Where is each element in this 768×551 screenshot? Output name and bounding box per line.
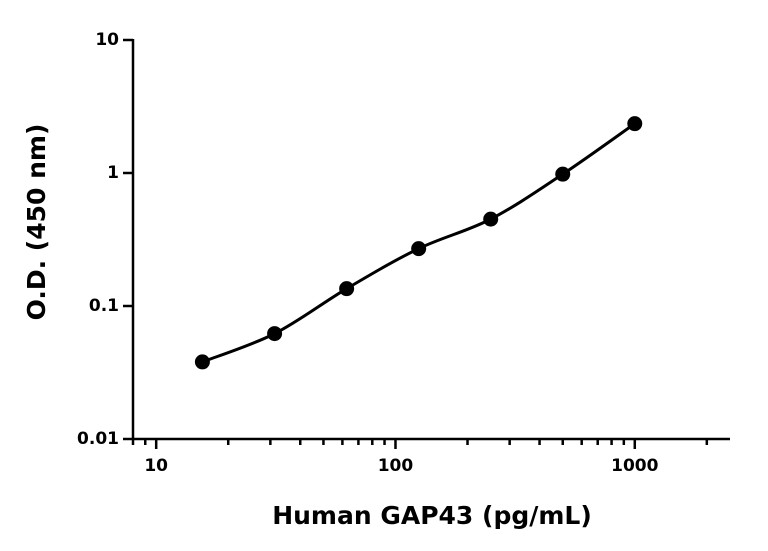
x-tick-label: 10	[144, 456, 168, 476]
y-tick-label: 0.1	[89, 296, 119, 316]
data-point	[267, 326, 283, 342]
data-point	[483, 211, 499, 227]
x-axis-title: Human GAP43 (pg/mL)	[272, 501, 592, 530]
data-point	[627, 116, 643, 132]
x-tick-label: 1000	[611, 456, 658, 476]
data-point	[194, 354, 210, 370]
data-point	[555, 166, 571, 182]
data-point	[339, 281, 355, 297]
data-point	[411, 241, 427, 257]
y-tick-label: 0.01	[77, 429, 119, 449]
x-tick-label: 100	[378, 456, 414, 476]
y-axis-title: O.D. (450 nm)	[22, 124, 51, 321]
y-tick-label: 1	[107, 163, 119, 183]
y-tick-label: 10	[95, 30, 119, 50]
